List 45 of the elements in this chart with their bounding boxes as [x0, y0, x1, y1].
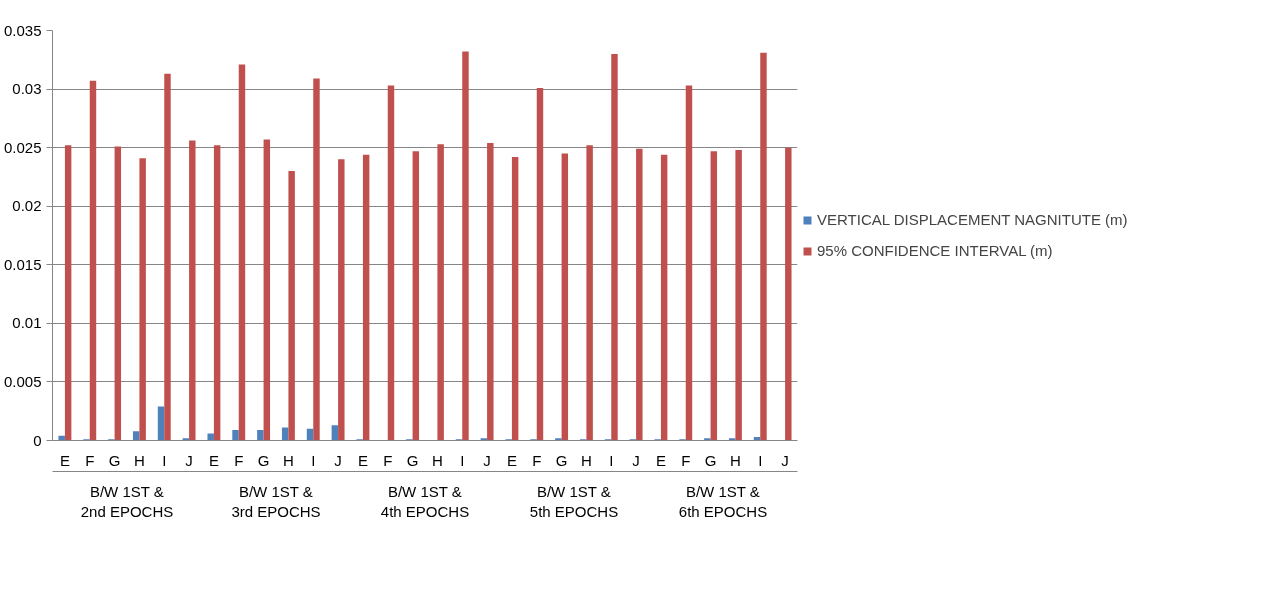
- x-tick-label: G: [257, 451, 270, 469]
- x-tick-label: E: [357, 451, 368, 469]
- x-tick-label: F: [532, 451, 542, 469]
- x-tick-label: J: [781, 451, 789, 469]
- text: B/W 1ST & 6th EPOCHS: [678, 482, 768, 520]
- x-tick-label: H: [283, 451, 294, 469]
- x-tick-label: I: [758, 451, 763, 469]
- x-tick-label: J: [334, 451, 342, 469]
- y-tick-label: 0.005: [3, 372, 42, 390]
- x-tick-label: E: [59, 451, 70, 469]
- x-tick-label: G: [406, 451, 419, 469]
- x-tick-label: I: [460, 451, 465, 469]
- x-tick-label: G: [555, 451, 568, 469]
- x-tick-label: H: [432, 451, 443, 469]
- x-tick-label: I: [162, 451, 167, 469]
- x-tick-label: E: [655, 451, 666, 469]
- x-tick-label: F: [234, 451, 244, 469]
- y-tick-label: 0.035: [3, 21, 42, 39]
- x-tick-label: F: [85, 451, 95, 469]
- text: B/W 1ST & 5th EPOCHS: [529, 482, 619, 520]
- legend-label: 95% CONFIDENCE INTERVAL (m): [817, 242, 1053, 259]
- x-tick-label: E: [208, 451, 219, 469]
- y-tick-label: 0.02: [12, 197, 42, 215]
- y-tick-label: 0.03: [12, 80, 42, 98]
- y-tick-label: 0.01: [12, 314, 42, 332]
- x-tick-label: I: [609, 451, 614, 469]
- x-tick-label: F: [383, 451, 393, 469]
- x-tick-label: G: [108, 451, 121, 469]
- text: B/W 1ST & 4th EPOCHS: [380, 482, 470, 520]
- x-tick-label: J: [185, 451, 193, 469]
- y-tick-label: 0: [33, 431, 42, 449]
- y-tick-label: 0.025: [3, 138, 42, 156]
- x-tick-label: H: [730, 451, 741, 469]
- x-tick-label: G: [704, 451, 717, 469]
- x-tick-label: I: [311, 451, 316, 469]
- x-tick-label: E: [506, 451, 517, 469]
- x-tick-label: J: [632, 451, 640, 469]
- text: B/W 1ST & 3rd EPOCHS: [231, 482, 321, 520]
- x-tick-label: F: [681, 451, 691, 469]
- x-tick-label: H: [581, 451, 592, 469]
- text: B/W 1ST & 2nd EPOCHS: [80, 482, 174, 520]
- x-tick-label: J: [483, 451, 491, 469]
- x-tick-label: H: [134, 451, 145, 469]
- y-tick-label: 0.015: [3, 255, 42, 273]
- legend-label: VERTICAL DISPLACEMENT NAGNITUTE (m): [817, 211, 1128, 228]
